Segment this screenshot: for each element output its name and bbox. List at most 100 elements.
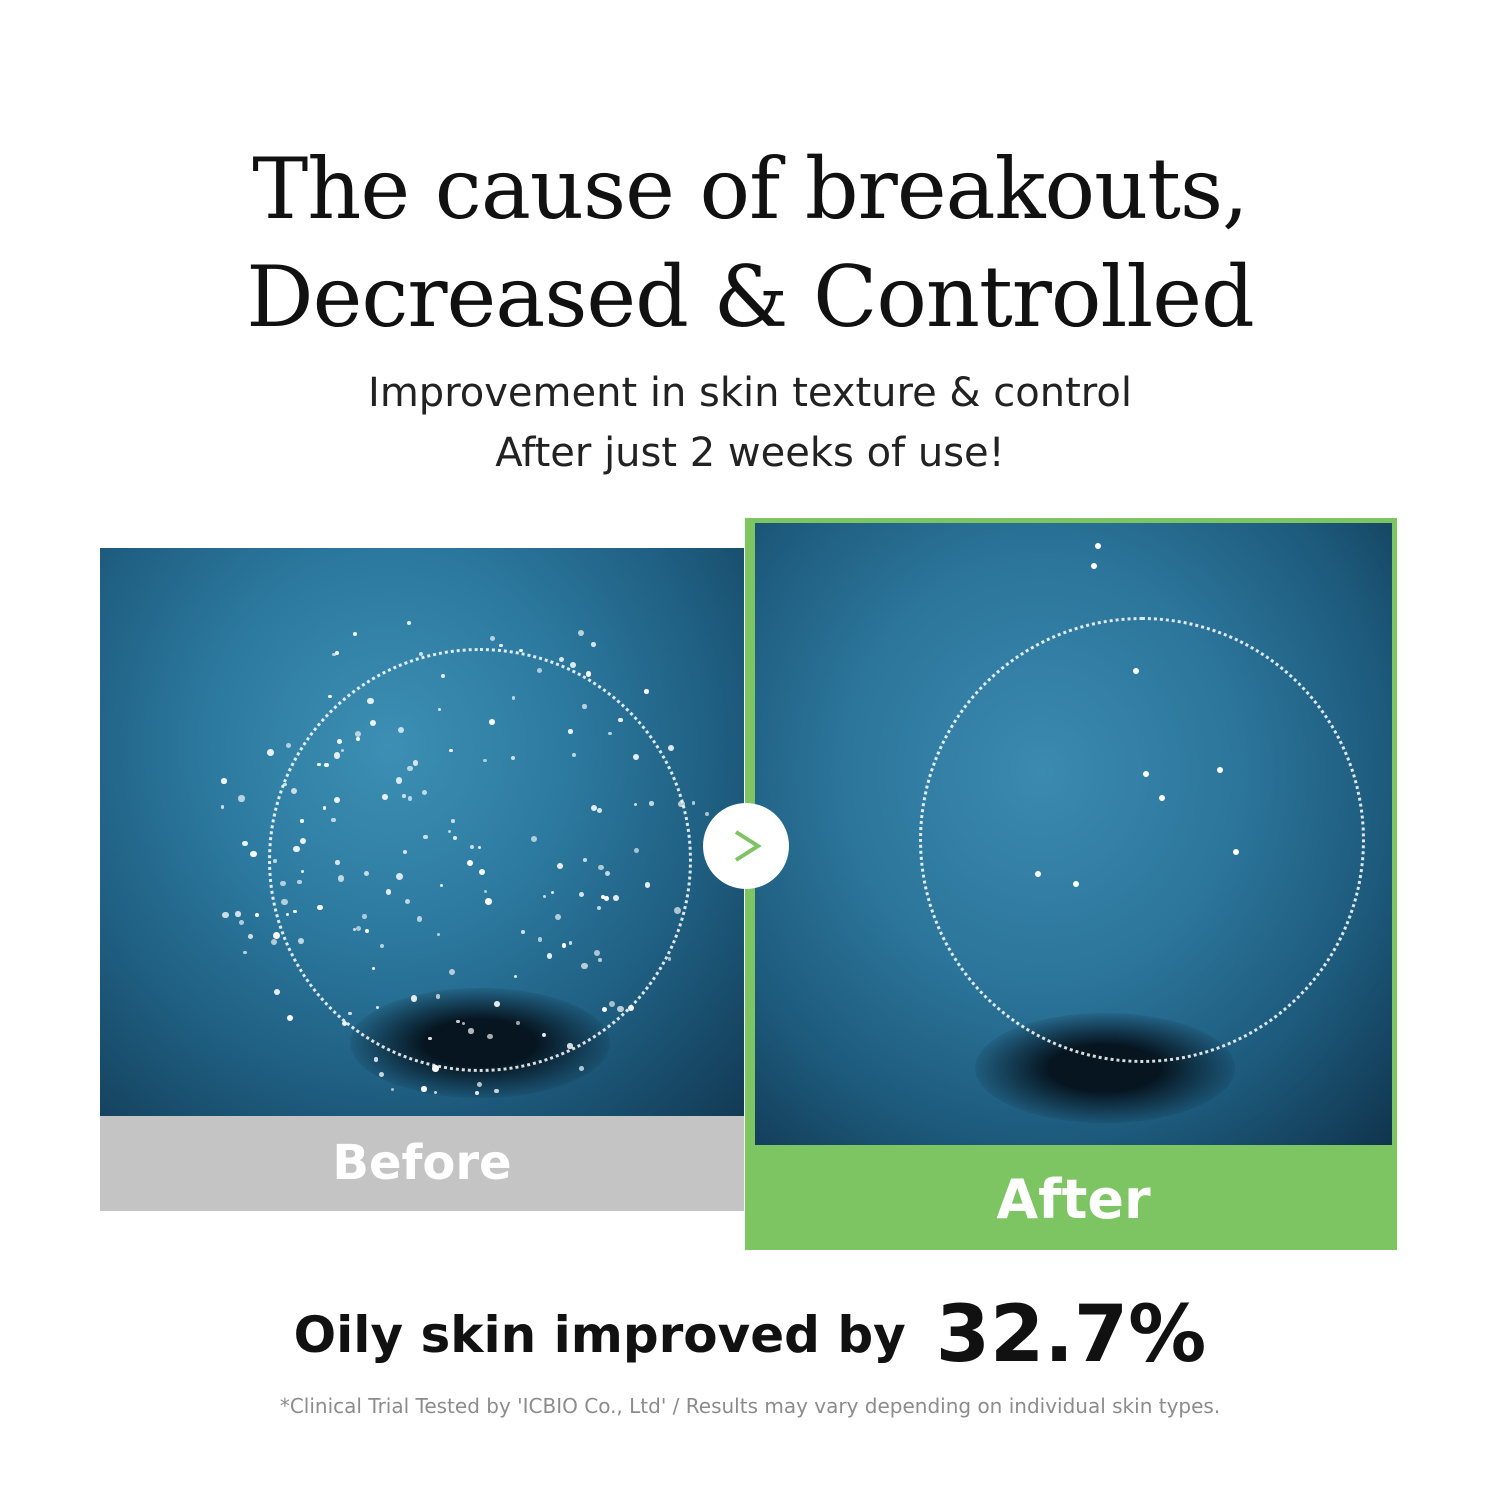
pore-dot xyxy=(317,904,323,911)
pore-dot xyxy=(678,800,686,808)
pore-dot xyxy=(247,933,253,939)
pore-dot xyxy=(600,894,606,900)
pore-dot xyxy=(406,620,411,626)
pore-dot xyxy=(705,812,710,817)
pore-dot xyxy=(667,957,671,961)
pore-dot xyxy=(494,1088,499,1093)
pore-dot xyxy=(428,1036,432,1041)
pore-dot xyxy=(293,910,297,914)
pore-dot xyxy=(644,689,649,694)
pore-dot xyxy=(331,817,336,823)
pore-dot xyxy=(335,859,340,865)
pore-dot xyxy=(512,696,516,700)
pore-dot xyxy=(396,873,403,881)
pore-dot xyxy=(421,1086,428,1092)
pore-dot xyxy=(371,966,376,971)
pore-dot xyxy=(335,650,340,655)
pore-dot xyxy=(331,652,336,657)
pore-dot xyxy=(644,882,651,889)
pore-dot xyxy=(356,736,361,741)
pore-dot xyxy=(363,870,369,876)
pore-dot xyxy=(691,801,696,805)
pore-dot xyxy=(279,880,286,887)
pore-dot xyxy=(578,892,584,898)
pore-dot xyxy=(385,889,392,895)
pore-dot xyxy=(341,1021,348,1027)
pore-dot xyxy=(470,844,475,849)
pore-dot xyxy=(608,1000,616,1008)
pore-dot xyxy=(591,642,596,647)
pore-dot xyxy=(628,1004,635,1011)
pore-dot xyxy=(432,1065,439,1072)
pore-dot xyxy=(618,718,623,723)
pore-dot xyxy=(271,938,278,945)
pore-dot xyxy=(287,1014,294,1021)
pore-dot xyxy=(478,869,485,875)
pore-dot xyxy=(413,760,419,766)
pore-dot xyxy=(1233,849,1239,855)
pore-dot xyxy=(440,673,445,678)
pore-dot xyxy=(416,916,423,923)
pore-dot xyxy=(570,662,576,668)
pore-dot xyxy=(594,949,601,956)
pore-dot xyxy=(286,912,290,916)
pore-dot xyxy=(242,841,248,847)
pore-dot xyxy=(250,851,257,858)
pore-dot xyxy=(238,795,245,802)
pore-dot xyxy=(483,758,487,763)
focus-circle xyxy=(268,648,692,1072)
pore-dot xyxy=(328,694,332,699)
footnote: *Clinical Trial Tested by 'ICBIO Co., Lt… xyxy=(279,1394,1221,1418)
pore-dot xyxy=(568,728,573,734)
pore-dot xyxy=(590,804,598,812)
pore-dot xyxy=(511,755,516,760)
headline-line-1: The cause of breakouts, xyxy=(252,140,1249,238)
pore-dot xyxy=(597,906,602,911)
pore-dot xyxy=(373,1056,379,1062)
pore-dot xyxy=(1091,563,1097,569)
pore-dot xyxy=(572,753,577,758)
pore-dot xyxy=(477,845,482,850)
pore-dot xyxy=(273,989,280,996)
pore-dot xyxy=(519,648,523,652)
pore-dot xyxy=(487,1033,493,1040)
pore-dot xyxy=(273,859,277,863)
focus-circle xyxy=(919,617,1365,1063)
pore-dot xyxy=(299,838,306,845)
pore-dot xyxy=(557,863,563,869)
pore-dot xyxy=(333,752,340,759)
pore-dot xyxy=(596,808,602,814)
pore-dot xyxy=(439,884,444,888)
pore-dot xyxy=(235,911,241,917)
pore-dot xyxy=(297,938,304,944)
pore-dot xyxy=(381,794,388,801)
pore-dot xyxy=(541,1033,546,1038)
pore-dot xyxy=(515,1020,521,1025)
pore-dot xyxy=(281,898,288,906)
pore-dot xyxy=(447,829,451,833)
pore-dot xyxy=(1143,771,1149,777)
pore-dot xyxy=(537,937,543,943)
pore-dot xyxy=(568,941,573,945)
pore-dot xyxy=(474,1091,479,1096)
pore-dot xyxy=(436,932,441,937)
chevron-right-icon xyxy=(734,830,762,862)
pore-dot xyxy=(378,1071,385,1078)
pore-dot xyxy=(402,794,406,798)
pore-dot xyxy=(582,704,587,709)
pore-dot xyxy=(222,911,230,919)
pore-dot xyxy=(453,836,458,841)
pore-dot xyxy=(340,749,345,753)
pore-dot xyxy=(608,731,612,735)
pore-dot xyxy=(567,1043,573,1049)
pore-dot xyxy=(239,919,244,925)
pore-dot xyxy=(364,928,369,933)
pore-dot xyxy=(293,845,300,853)
pore-dot xyxy=(1217,767,1223,773)
pore-dot xyxy=(673,907,681,915)
result-label: Oily skin improved by xyxy=(293,1306,906,1364)
pore-dot xyxy=(494,1001,500,1007)
pore-dot xyxy=(513,974,517,979)
pore-dot xyxy=(598,864,604,871)
pore-dot xyxy=(434,1091,438,1095)
